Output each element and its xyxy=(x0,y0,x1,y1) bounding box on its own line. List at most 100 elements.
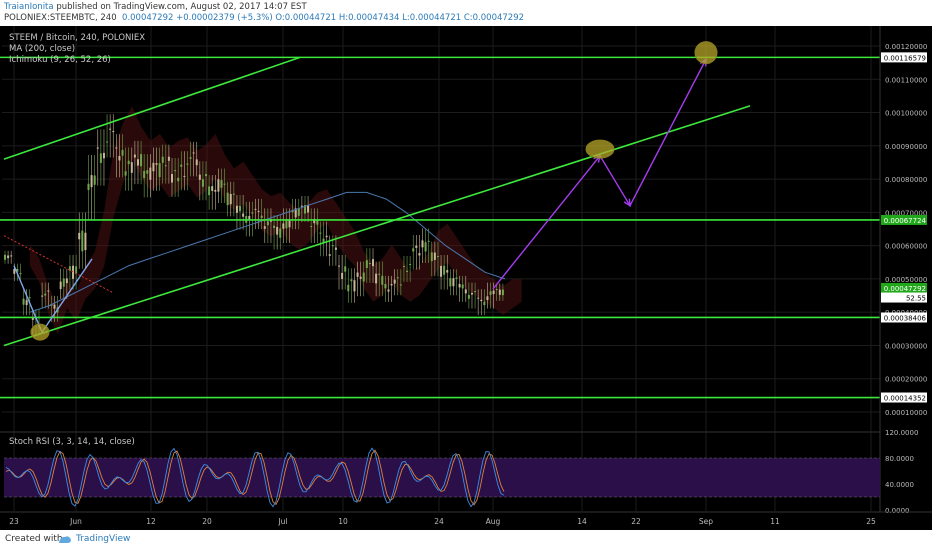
candle-body xyxy=(47,290,50,292)
candle-body xyxy=(288,219,291,228)
price-tick-label: 0.00070000 xyxy=(885,209,927,217)
candle-body xyxy=(486,296,489,300)
candle-body xyxy=(205,174,208,177)
candle-body xyxy=(192,152,195,154)
time-tick-label: 11 xyxy=(770,517,780,526)
time-tick-label: 22 xyxy=(631,517,641,526)
candle-body xyxy=(449,278,452,287)
candle-body xyxy=(381,275,384,285)
candle-body xyxy=(467,294,470,299)
candle-body xyxy=(427,240,430,242)
candle-body xyxy=(300,205,303,207)
candle-body xyxy=(418,253,421,256)
time-tick-label: 25 xyxy=(866,517,876,526)
candle-body xyxy=(59,281,62,290)
candle-body xyxy=(81,230,84,252)
author-link[interactable]: TraianIonita xyxy=(4,2,54,12)
candle-body xyxy=(143,170,146,179)
candle-body xyxy=(223,183,226,185)
candle-body xyxy=(115,147,118,149)
candle-body xyxy=(226,192,229,206)
candle-body xyxy=(217,179,220,192)
candle-body xyxy=(189,157,192,159)
candle-body xyxy=(310,226,313,228)
price-label-box xyxy=(881,52,927,63)
candle-body xyxy=(121,149,124,156)
price-label-text: 0.00067724 xyxy=(884,217,927,225)
candle-body xyxy=(461,284,464,289)
candle-body xyxy=(356,272,359,277)
candle-body xyxy=(263,226,266,229)
candle-body xyxy=(396,277,399,279)
candle-body xyxy=(443,265,446,275)
candle-body xyxy=(276,226,279,235)
time-tick-label: 20 xyxy=(202,517,212,526)
candle-body xyxy=(90,175,93,188)
candle-body xyxy=(480,299,483,302)
candle-body xyxy=(390,283,393,286)
candle-body xyxy=(7,255,10,259)
footer: Created with TradingView xyxy=(0,530,932,550)
candle-body xyxy=(211,186,214,191)
candle-body xyxy=(474,291,477,293)
time-tick-label: Jun xyxy=(69,517,82,526)
time-axis: 23 Jun 12 20 Jul 10 24 Aug 14 22 Sep 11 25 xyxy=(0,511,932,526)
candle-body xyxy=(183,175,186,177)
candle-body xyxy=(489,291,492,295)
rsi-tick-label: 0.0000 xyxy=(885,507,910,515)
price-tick-label: 0.00010000 xyxy=(885,409,927,417)
price-tick-label: 0.00110000 xyxy=(885,76,927,84)
candle-body xyxy=(347,284,350,292)
candle-body xyxy=(28,297,31,299)
stoch-rsi-pane: 120.0000 80.0000 40.0000 0.0000 xyxy=(0,429,918,515)
price-label-text: 0.00014352 xyxy=(884,395,926,403)
highlight-ellipse xyxy=(30,323,50,341)
legend-ma: MA (200, close) xyxy=(9,44,75,54)
tradingview-brand[interactable]: TradingView xyxy=(76,534,131,544)
legend-title: STEEM / Bitcoin, 240, POLONIEX xyxy=(9,33,145,43)
candle-body xyxy=(177,177,180,182)
price-tick-label: 0.00030000 xyxy=(885,342,927,350)
rsi-tick-label: 120.0000 xyxy=(885,429,918,437)
candle-body xyxy=(106,141,109,143)
price-label-box xyxy=(881,312,927,323)
projection-arrowhead xyxy=(623,198,631,208)
candle-body xyxy=(458,283,461,288)
candle-body xyxy=(328,254,331,256)
candle-body xyxy=(415,245,418,248)
candle-body xyxy=(232,193,235,195)
candle-body xyxy=(174,170,177,172)
candle-body xyxy=(424,242,427,252)
candle-body xyxy=(331,245,334,247)
candle-body xyxy=(279,228,282,238)
channel-upper-line xyxy=(3,56,301,160)
candle-body xyxy=(368,263,371,265)
candle-body xyxy=(72,265,75,279)
candle-body xyxy=(477,297,480,299)
candle-body xyxy=(325,235,328,238)
candle-body xyxy=(44,293,47,296)
price-label-text: 52.55 xyxy=(906,295,926,303)
price-tick-label: 0.00120000 xyxy=(885,43,927,51)
candle-body xyxy=(87,183,90,190)
candle-body xyxy=(254,208,257,210)
candle-body xyxy=(334,247,337,250)
symbol-label: POLONIEX:STEEMBTC, 240 xyxy=(4,13,117,23)
candle-body xyxy=(470,292,473,295)
time-tick-label: 24 xyxy=(434,517,444,526)
tradingview-logo-icon xyxy=(58,536,71,543)
candle-body xyxy=(483,301,486,306)
candle-body xyxy=(266,221,269,226)
chart-svg[interactable]: 0.00120000 0.00110000 0.00100000 0.00090000… xyxy=(0,26,932,530)
price-tick-label: 0.00060000 xyxy=(885,243,927,251)
candle-body xyxy=(359,276,362,279)
candle-body xyxy=(214,189,217,192)
grid-lines xyxy=(2,26,880,511)
candle-body xyxy=(22,298,25,305)
chart-area[interactable]: 0.00120000 0.00110000 0.00100000 0.00090000… xyxy=(0,26,932,530)
time-tick-label: Sep xyxy=(699,517,713,526)
candle-body xyxy=(136,159,139,166)
price-label-text: 0.00116579 xyxy=(884,54,926,62)
candle-body xyxy=(78,232,81,240)
candle-body xyxy=(248,215,251,221)
